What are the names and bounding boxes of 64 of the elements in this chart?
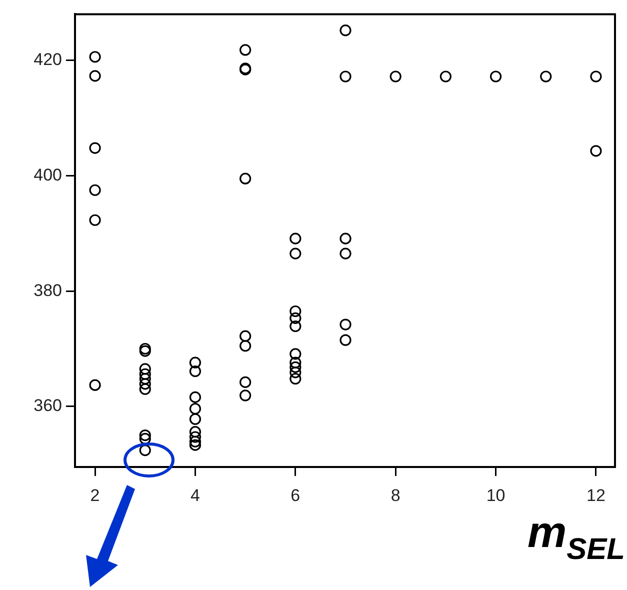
point [139, 342, 151, 355]
point [490, 70, 502, 82]
point [440, 70, 452, 82]
point [189, 413, 202, 425]
point [189, 426, 202, 438]
point [189, 365, 202, 378]
y-tick-label: 360 [34, 396, 62, 416]
x-tick-label: 6 [290, 486, 300, 505]
point [340, 248, 352, 260]
point [89, 184, 101, 196]
point [340, 334, 352, 346]
x-tick-label: 8 [390, 486, 400, 505]
point [340, 318, 352, 330]
point [240, 376, 252, 388]
point [189, 391, 202, 404]
x-tick-label: 12 [586, 486, 606, 505]
point [189, 356, 202, 368]
y-tick-label: 420 [34, 50, 62, 70]
point [240, 330, 252, 342]
point [290, 320, 302, 332]
point [89, 214, 101, 226]
point [189, 436, 202, 448]
y-tick-label: 380 [34, 280, 62, 300]
point [290, 312, 302, 324]
point [139, 429, 151, 442]
point [340, 24, 352, 36]
point [139, 368, 151, 380]
point [290, 356, 302, 368]
point [189, 402, 202, 415]
x-tick-label: 2 [90, 486, 100, 505]
point [290, 232, 302, 244]
point [290, 372, 302, 385]
point [240, 390, 252, 402]
point [240, 44, 252, 56]
point [89, 51, 101, 63]
point [590, 145, 602, 157]
x-tick-label: 4 [190, 486, 200, 505]
point [390, 70, 402, 82]
point [89, 70, 101, 82]
point [139, 372, 151, 385]
point [139, 378, 151, 390]
point [240, 172, 252, 184]
point [290, 248, 302, 260]
point [139, 383, 151, 395]
point [139, 444, 151, 456]
x-axis-title: m$_{SEL}$ [528, 508, 625, 567]
point [340, 232, 352, 244]
point [340, 70, 352, 82]
y-tick-label: 400 [34, 165, 62, 184]
point [290, 361, 302, 374]
point [89, 142, 101, 154]
point [139, 363, 151, 375]
point [240, 340, 252, 352]
point [290, 348, 302, 360]
point [139, 432, 151, 445]
point [290, 366, 302, 378]
point [540, 70, 552, 82]
point [189, 431, 202, 443]
point [189, 439, 202, 451]
point [590, 70, 602, 82]
point [139, 345, 151, 357]
x-tick-label: 10 [486, 486, 506, 505]
point [290, 305, 302, 318]
point [89, 379, 101, 391]
